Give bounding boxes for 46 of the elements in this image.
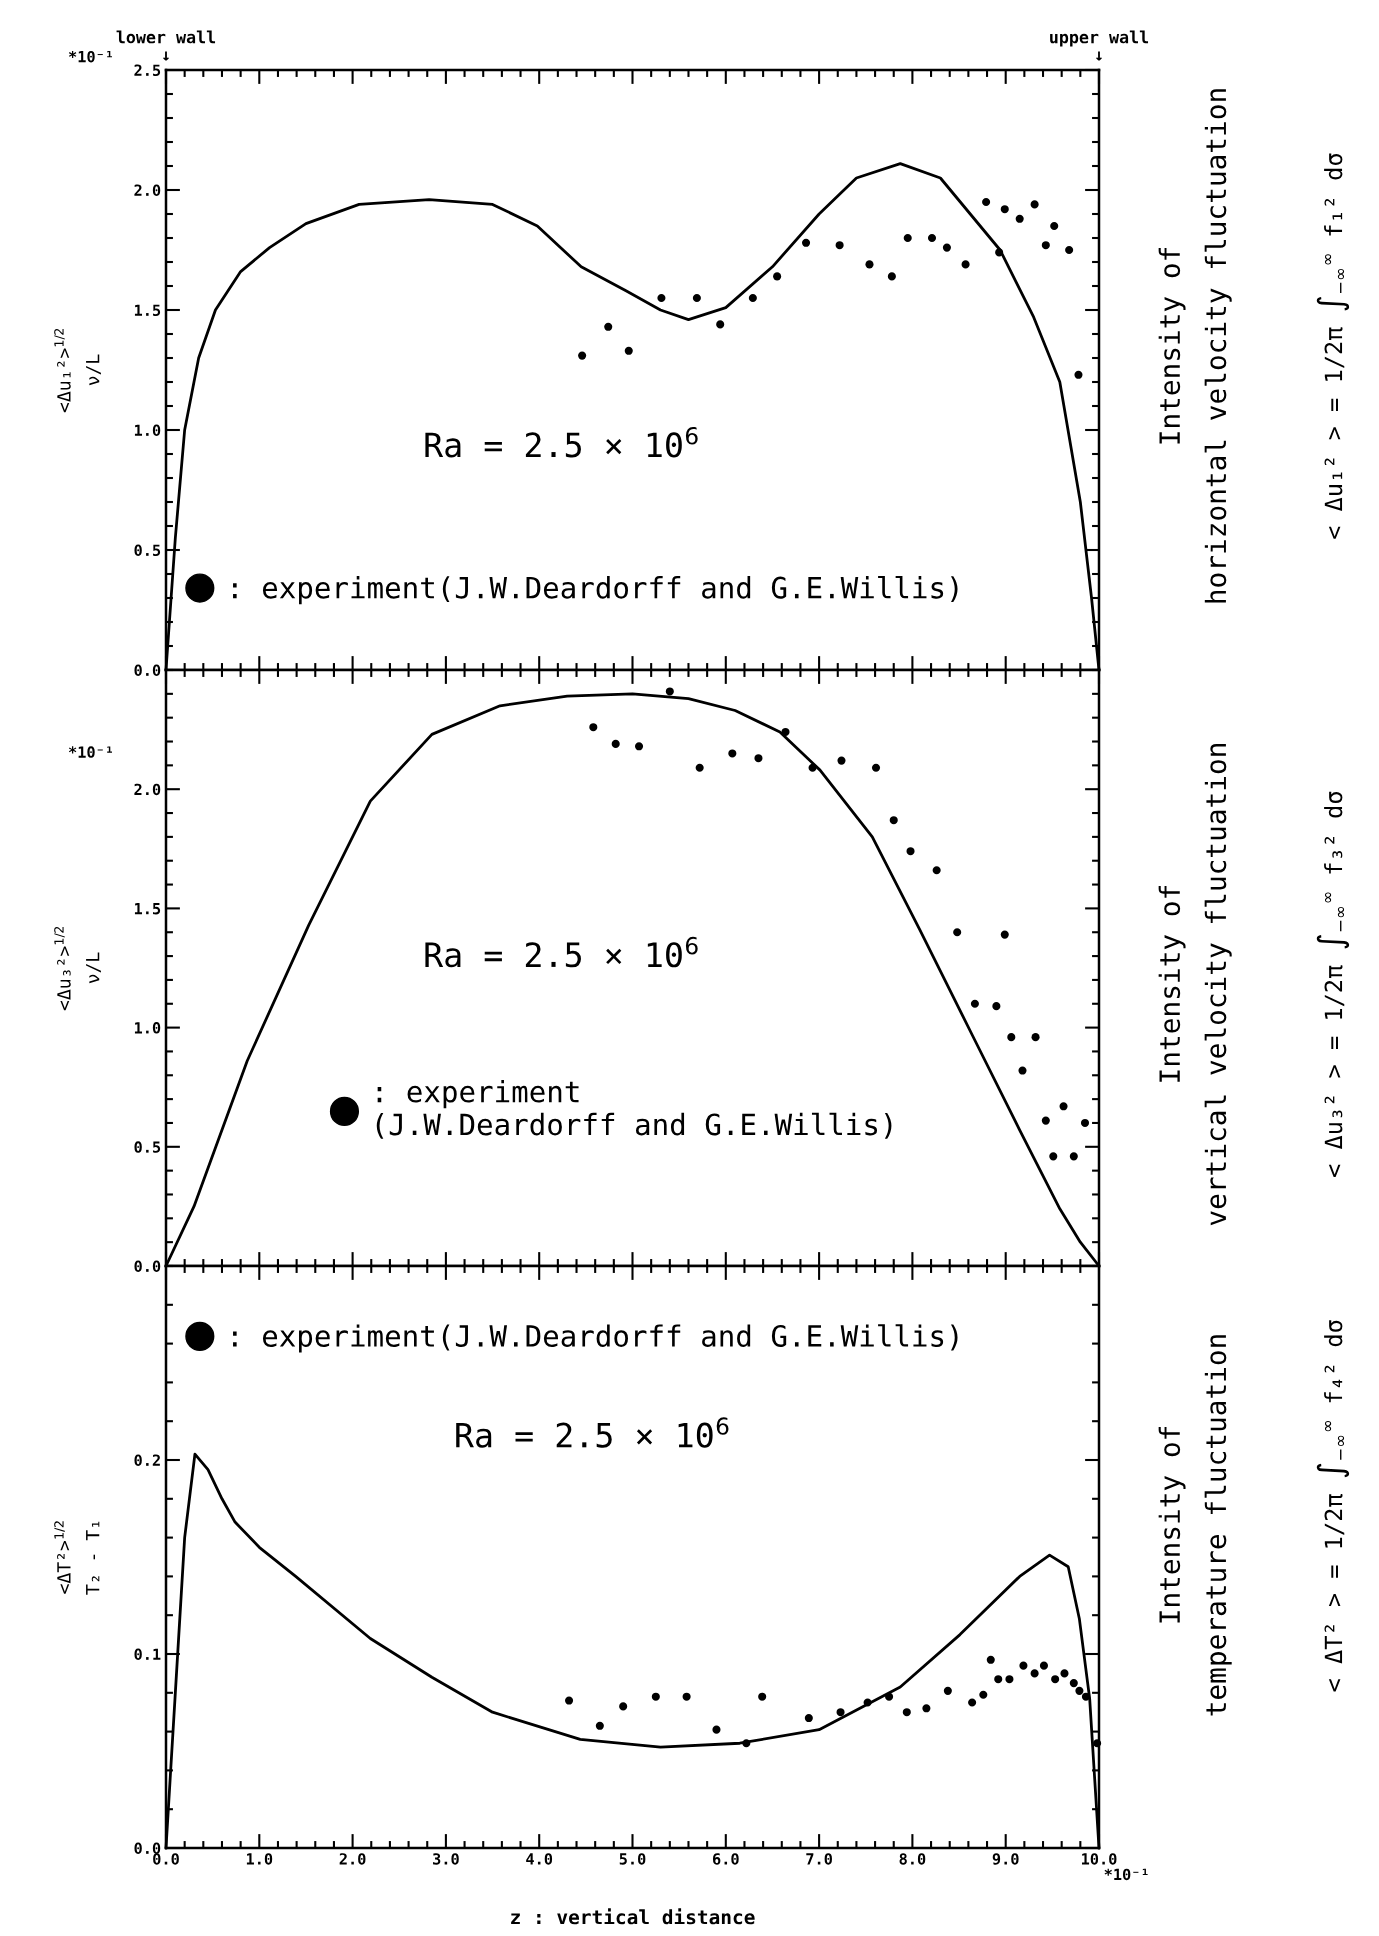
x-axis-title: z : vertical distance bbox=[511, 1908, 755, 1925]
text: *10⁻¹ bbox=[1104, 1868, 1148, 1881]
y-tick-label: 0.2 bbox=[134, 1454, 160, 1467]
y-tick-label: 0.0 bbox=[134, 664, 161, 677]
text: <Δu₁²>$^{1/2}$ ν/L bbox=[54, 328, 101, 413]
annotation: Ra = 2.5 × 10$^{6}$ bbox=[425, 426, 698, 458]
x-tick-label: 3.0 bbox=[433, 1853, 459, 1865]
x-tick-label: 5.0 bbox=[619, 1853, 646, 1865]
x-tick-label: 2.0 bbox=[339, 1853, 366, 1865]
legend-label: : experiment (J.W.Deardorff and G.E.Willis) bbox=[376, 1080, 892, 1139]
y-tick-label: 0.5 bbox=[134, 1141, 161, 1153]
y-tick-label: 1.5 bbox=[134, 903, 161, 915]
text: <ΔT²>$^{1/2}$ T₂ - T₁ bbox=[54, 1521, 100, 1595]
text: <Δu₃²>$^{1/2}$ ν/L bbox=[54, 926, 101, 1011]
y-tick-label: 2.0 bbox=[134, 184, 161, 197]
text: Intensity of temperature fluctuation bbox=[1158, 1335, 1232, 1716]
y-tick-label: 0.0 bbox=[134, 1842, 161, 1855]
text: < ΔT² > = 1/2π ∫$_{−∞}$$^{∞}$ f₄² dσ bbox=[1316, 1320, 1350, 1692]
x-tick-label: 1.0 bbox=[246, 1853, 273, 1865]
y-tick-label: 0.5 bbox=[134, 544, 161, 557]
x-tick-label: 10.0 bbox=[1082, 1853, 1117, 1865]
annotation: Ra = 2.5 × 10$^{6}$ bbox=[425, 936, 698, 968]
x-tick-label: 0.0 bbox=[153, 1853, 179, 1865]
text: lower wall ↓ bbox=[116, 30, 216, 61]
x-tick-label: 7.0 bbox=[806, 1853, 832, 1865]
text: Intensity of vertical velocity fluctuation bbox=[1158, 744, 1232, 1226]
legend-label: : experiment(J.W.Deardorff and G.E.Willis) bbox=[233, 1324, 958, 1353]
y-tick-label: 0.0 bbox=[134, 1260, 161, 1273]
text: < Δu₃² > = 1/2π ∫$_{−∞}$$^{∞}$ f₃² dσ bbox=[1316, 791, 1350, 1177]
text: Intensity of horizontal velocity fluctuation bbox=[1158, 89, 1232, 603]
text: < Δu₁² > = 1/2π ∫$_{−∞}$$^{∞}$ f₁² dσ bbox=[1316, 153, 1350, 539]
y-tick-label: 1.5 bbox=[134, 304, 161, 317]
x-tick-label: 8.0 bbox=[899, 1853, 926, 1865]
legend-label: : experiment(J.W.Deardorff and G.E.Willis) bbox=[233, 575, 958, 605]
y-tick-label: 2.0 bbox=[134, 783, 161, 796]
x-tick-label: 9.0 bbox=[992, 1853, 1019, 1865]
y-tick-label: 0.1 bbox=[134, 1648, 161, 1661]
y-tick-label: 1.0 bbox=[134, 1022, 161, 1034]
text: *10⁻¹ bbox=[68, 746, 112, 758]
x-tick-label: 6.0 bbox=[712, 1853, 739, 1865]
x-tick-label: 4.0 bbox=[526, 1853, 553, 1865]
text: upper wall ↓ bbox=[1050, 30, 1149, 61]
y-tick-label: 2.5 bbox=[134, 64, 161, 77]
y-tick-label: 1.0 bbox=[134, 424, 161, 437]
annotation: Ra = 2.5 × 10$^{6}$ bbox=[456, 1417, 729, 1448]
text: *10⁻¹ bbox=[68, 50, 112, 63]
